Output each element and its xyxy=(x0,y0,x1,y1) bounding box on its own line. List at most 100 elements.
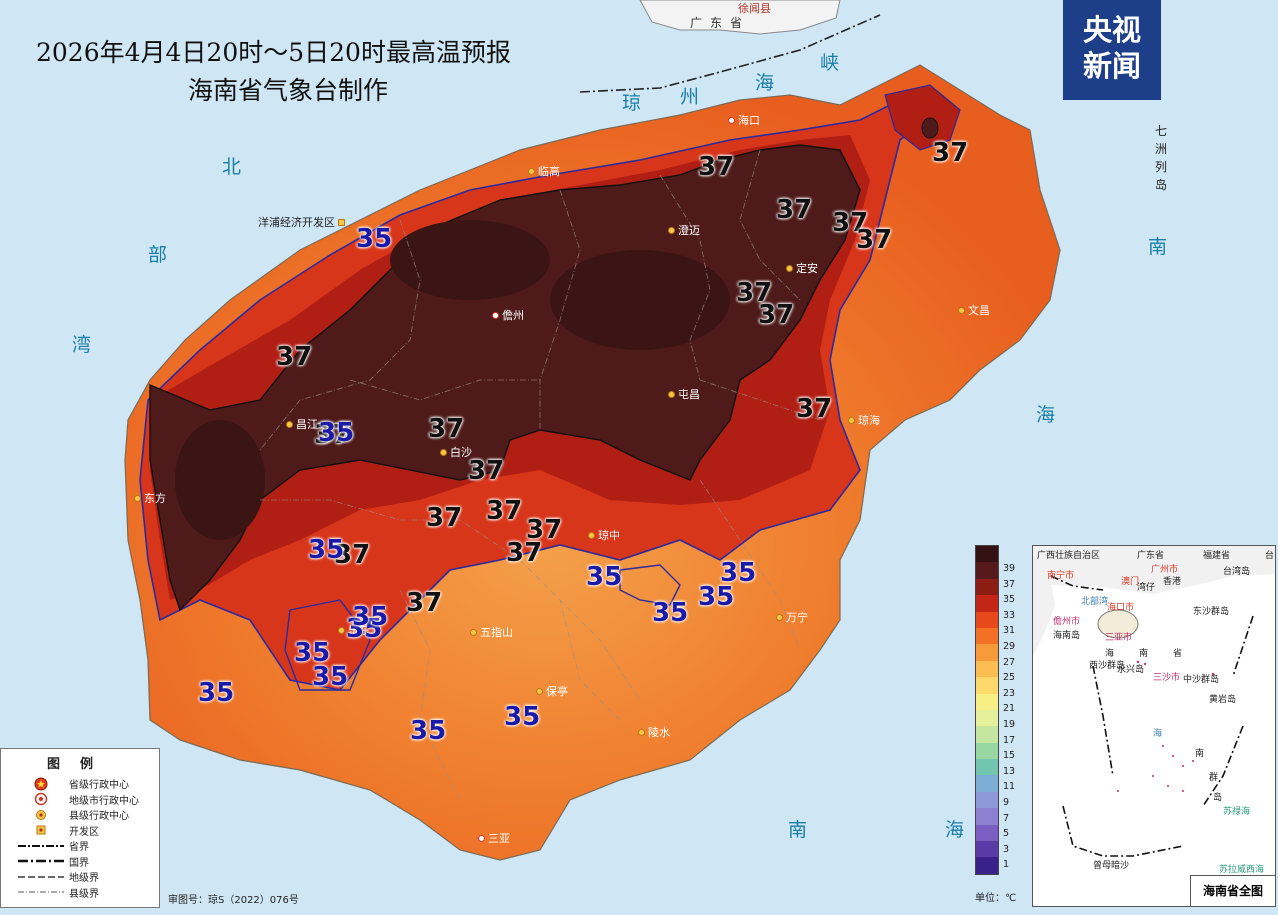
city-name: 五指山 xyxy=(480,626,513,639)
inset-label: 广东省 xyxy=(1137,551,1165,561)
temperature-colorbar xyxy=(975,545,999,875)
isotherm-label-37: 37 xyxy=(334,540,371,570)
inset-label: 南 xyxy=(1195,749,1205,759)
guangdong-landmass xyxy=(639,0,841,35)
inset-label: 苏拉威西海 xyxy=(1219,865,1265,875)
legend-row: 省界 xyxy=(1,838,159,854)
city-label: 洋浦经济开发区 xyxy=(258,214,345,230)
colorbar-segment xyxy=(976,578,998,596)
colorbar-tick: 31 xyxy=(1003,625,1016,637)
hot-patch xyxy=(175,420,265,540)
inset-label: 广西壮族自治区 xyxy=(1037,551,1101,561)
colorbar-tick: 23 xyxy=(1003,687,1016,699)
colorbar-segment xyxy=(976,726,998,743)
isotherm-label-35: 35 xyxy=(410,716,447,746)
county-marker-icon xyxy=(958,306,965,314)
colorbar-segment xyxy=(976,693,998,710)
isotherm-label-35: 35 xyxy=(652,598,689,628)
inset-label: 曾母暗沙 xyxy=(1093,861,1130,871)
xuwen-county-label: 徐闻县 xyxy=(738,2,771,15)
county-marker-icon xyxy=(338,626,345,634)
guangdong-province-label: 广东省 xyxy=(690,16,751,30)
legend-row: 开发区 xyxy=(1,823,159,839)
isotherm-35 xyxy=(284,599,371,691)
isotherm-label-35: 35 xyxy=(586,562,623,592)
isotherm-label-37: 37 xyxy=(796,394,833,424)
inset-label: 省 xyxy=(1173,649,1183,659)
colorbar-segment xyxy=(976,709,998,727)
logo-line-2: 新闻 xyxy=(1082,49,1141,83)
colorbar-tick: 25 xyxy=(1003,672,1016,684)
inset-label: 北部湾 xyxy=(1081,597,1109,607)
city-label: 乐东 xyxy=(338,622,370,638)
colorbar-tick: 39 xyxy=(1003,563,1016,574)
inset-label: 岛 xyxy=(1213,793,1223,803)
county-center-icon xyxy=(13,808,69,822)
isotherm-label-37: 37 xyxy=(506,538,543,568)
legend-row: 地级界 xyxy=(1,869,159,885)
colorbar-tick: 33 xyxy=(1003,609,1016,621)
prefecture-border-icon xyxy=(13,873,69,881)
city-name: 海口 xyxy=(738,114,760,127)
city-name: 万宁 xyxy=(786,611,808,624)
isotherm-label-37: 37 xyxy=(832,208,869,238)
review-number: 审图号：琼S（2022）076号 xyxy=(168,895,299,906)
colorbar-tick: 5 xyxy=(1003,828,1010,840)
colorbar-tick: 11 xyxy=(1003,781,1016,793)
inset-label: 南 xyxy=(1139,649,1149,659)
colorbar-segment xyxy=(976,742,998,760)
map-title: 2026年4月4日20时～5日20时最高温预报 海南省气象台制作 xyxy=(36,34,511,110)
city-label: 文昌 xyxy=(958,302,990,318)
city-name: 儋州 xyxy=(502,309,524,322)
legend-row: 国界 xyxy=(1,854,159,870)
county-marker-icon xyxy=(536,687,543,695)
devzone-icon xyxy=(13,823,69,837)
colorbar-segment xyxy=(976,562,998,579)
isotherm-label-35: 35 xyxy=(318,418,355,448)
colorbar-segment xyxy=(976,627,998,645)
haikou-hot-core xyxy=(921,117,939,139)
inset-label: 苏禄海 xyxy=(1223,807,1251,817)
legend-label: 县级界 xyxy=(69,888,99,900)
colorbar-tick: 13 xyxy=(1003,765,1016,777)
isotherm-label-35: 35 xyxy=(352,602,389,632)
colorbar-segment xyxy=(976,824,998,842)
isotherm-label-35: 35 xyxy=(346,614,383,644)
county-marker-icon xyxy=(668,226,675,234)
county-marker-icon xyxy=(286,420,293,428)
county-marker-icon xyxy=(786,264,793,272)
county-marker-icon xyxy=(588,531,595,539)
inset-label: 永兴岛 xyxy=(1117,665,1145,675)
colorbar-tick: 1 xyxy=(1003,859,1010,871)
city-name: 昌江 xyxy=(296,418,318,431)
isotherm-label-37: 37 xyxy=(526,515,563,545)
legend-title: 图例 xyxy=(46,757,113,772)
city-name: 定安 xyxy=(796,262,818,275)
colorbar-segment xyxy=(976,759,998,776)
city-name: 乐东 xyxy=(348,624,370,637)
inset-label: 中沙群岛 xyxy=(1183,675,1220,685)
legend-label: 省界 xyxy=(69,842,89,854)
haikou-hot-area xyxy=(884,84,961,151)
county-marker-icon xyxy=(440,448,447,456)
inset-label: 群 xyxy=(1209,773,1219,783)
colorbar-segment xyxy=(976,546,998,563)
city-label: 儋州 xyxy=(492,307,524,323)
legend-row: 县级界 xyxy=(1,885,159,901)
county-marker-icon xyxy=(848,416,855,424)
county-marker-icon xyxy=(470,628,477,636)
inset-label: 广州市 xyxy=(1151,565,1179,575)
inset-label: 南宁市 xyxy=(1047,571,1075,581)
map-legend: 图例 省级行政中心 地级市行政中心 县级行政中心 开发区 省界 国界 地级界 县… xyxy=(0,748,160,908)
prefecture-marker-icon xyxy=(492,311,499,319)
city-label: 屯昌 xyxy=(668,386,700,402)
city-label: 东方 xyxy=(134,490,166,506)
inset-label: 海 xyxy=(1105,649,1115,659)
colorbar-tick: 37 xyxy=(1003,578,1016,590)
isotherm-label-35: 35 xyxy=(308,535,345,565)
isotherm-label-35: 35 xyxy=(504,702,541,732)
isotherm-label-37: 37 xyxy=(776,195,813,225)
city-label: 澄迈 xyxy=(668,222,700,238)
isotherm-label-35: 35 xyxy=(356,224,393,254)
